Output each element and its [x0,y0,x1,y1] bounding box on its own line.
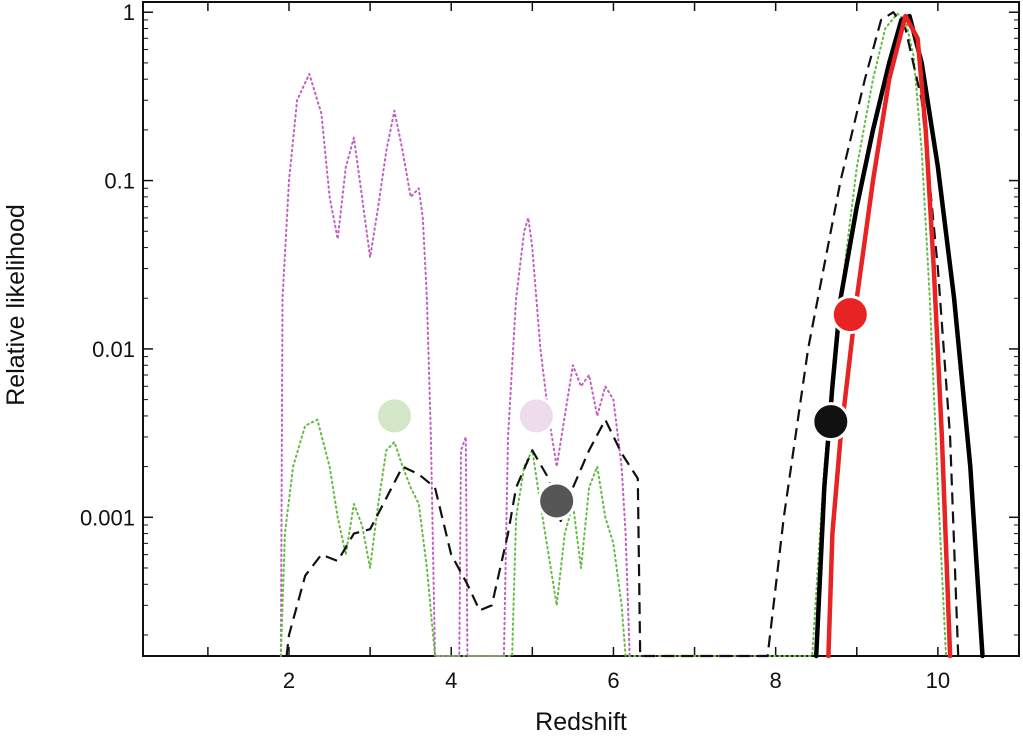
series-line-1 [279,72,631,657]
x-axis-label: Redshift [535,708,627,736]
series-marker [537,481,577,521]
series-layer [279,11,985,659]
y-axis-label: Relative likelihood [2,204,30,406]
x-axis-ticks: 2 4 6 8 10 [207,2,950,693]
series-line-2 [279,12,947,657]
x-tick-label: 10 [926,668,950,693]
marker-layer [374,295,870,521]
y-tick-label: 0.1 [104,169,135,194]
y-tick-label: 0.01 [92,337,135,362]
y-tick-label: 0.001 [80,505,135,530]
x-tick-label: 2 [283,668,295,693]
plot-frame [142,1,1020,657]
series-line-5 [826,13,953,659]
y-tick-label: 1 [123,0,135,25]
series-marker [374,396,414,436]
x-tick-label: 8 [770,668,782,693]
series-marker [811,402,851,442]
series-marker [830,295,870,335]
x-tick-label: 6 [607,668,619,693]
series-marker [516,396,556,436]
series-line-3 [285,11,960,658]
y-axis-ticks: 1 0.1 0.01 0.001 [80,0,1019,636]
series-line-4 [813,13,985,659]
x-tick-label: 4 [445,668,457,693]
